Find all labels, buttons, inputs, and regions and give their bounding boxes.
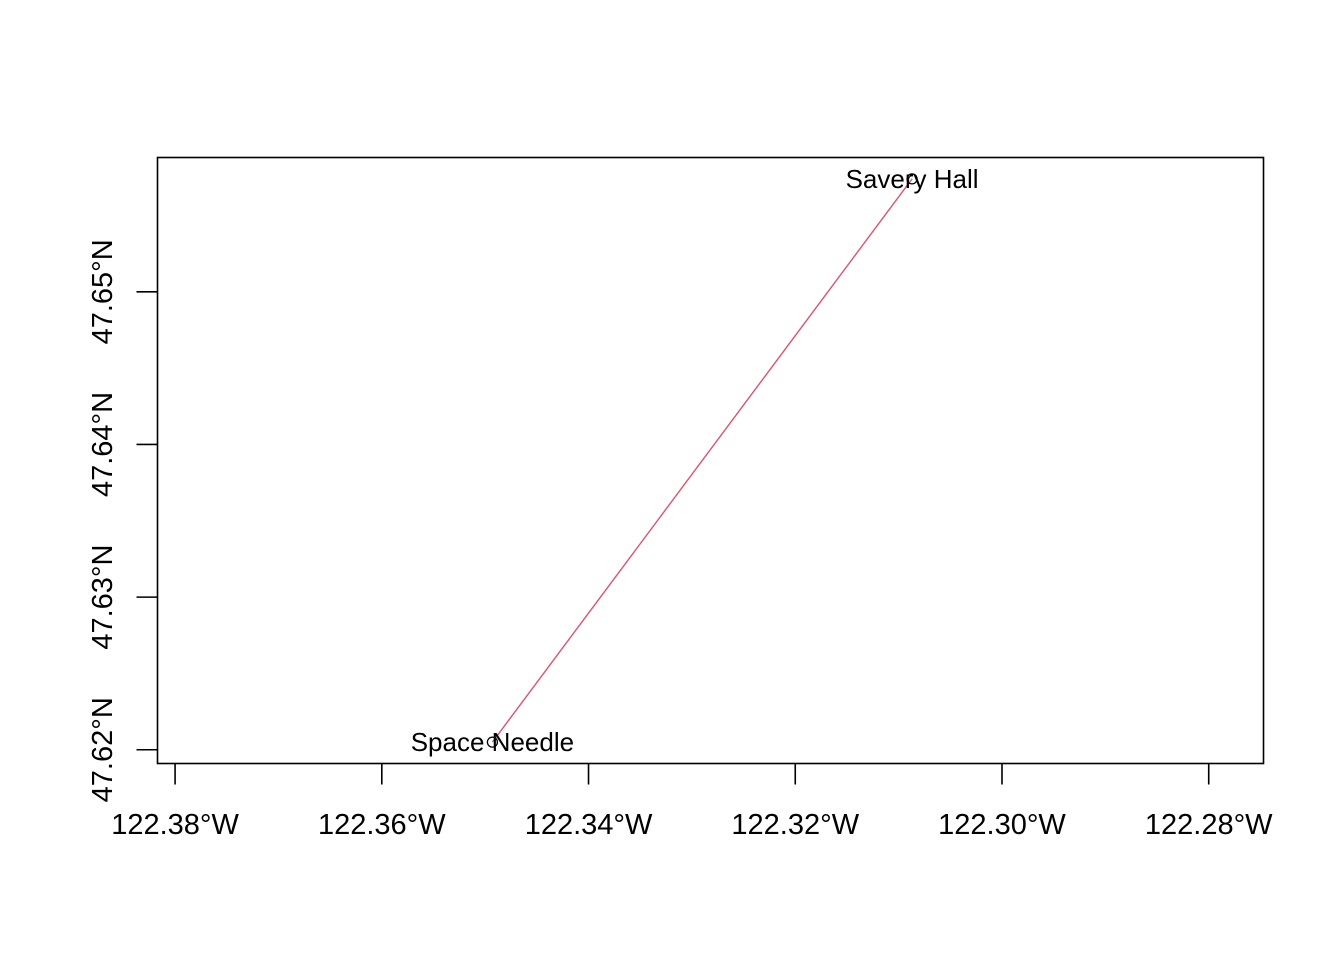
savery-hall-label: Savery Hall [846,164,979,194]
y-axis: 47.62°N 47.63°N 47.64°N 47.65°N [87,239,158,802]
point-layer: Space Needle Savery Hall [411,164,979,757]
route-layer [491,178,913,743]
y-tick-label: 47.65°N [87,239,119,344]
x-tick-label: 122.34°W [525,809,653,841]
x-tick-label: 122.38°W [111,809,239,841]
y-tick-label: 47.62°N [87,697,119,802]
savery-hall-marker [906,173,918,185]
space-needle-marker [486,736,499,748]
x-tick-label: 122.36°W [318,809,446,841]
x-tick-label: 122.30°W [938,809,1066,841]
x-tick-label: 122.32°W [731,809,859,841]
x-tick-label: 122.28°W [1145,809,1273,841]
y-tick-label: 47.63°N [87,545,119,650]
route-line [491,178,913,743]
plot-frame [156,156,1265,765]
y-tick-label: 47.64°N [87,392,119,497]
x-axis: 122.38°W 122.36°W 122.34°W 122.32°W 122.30°W… [111,763,1273,841]
space-needle-label: Space Needle [411,727,574,757]
